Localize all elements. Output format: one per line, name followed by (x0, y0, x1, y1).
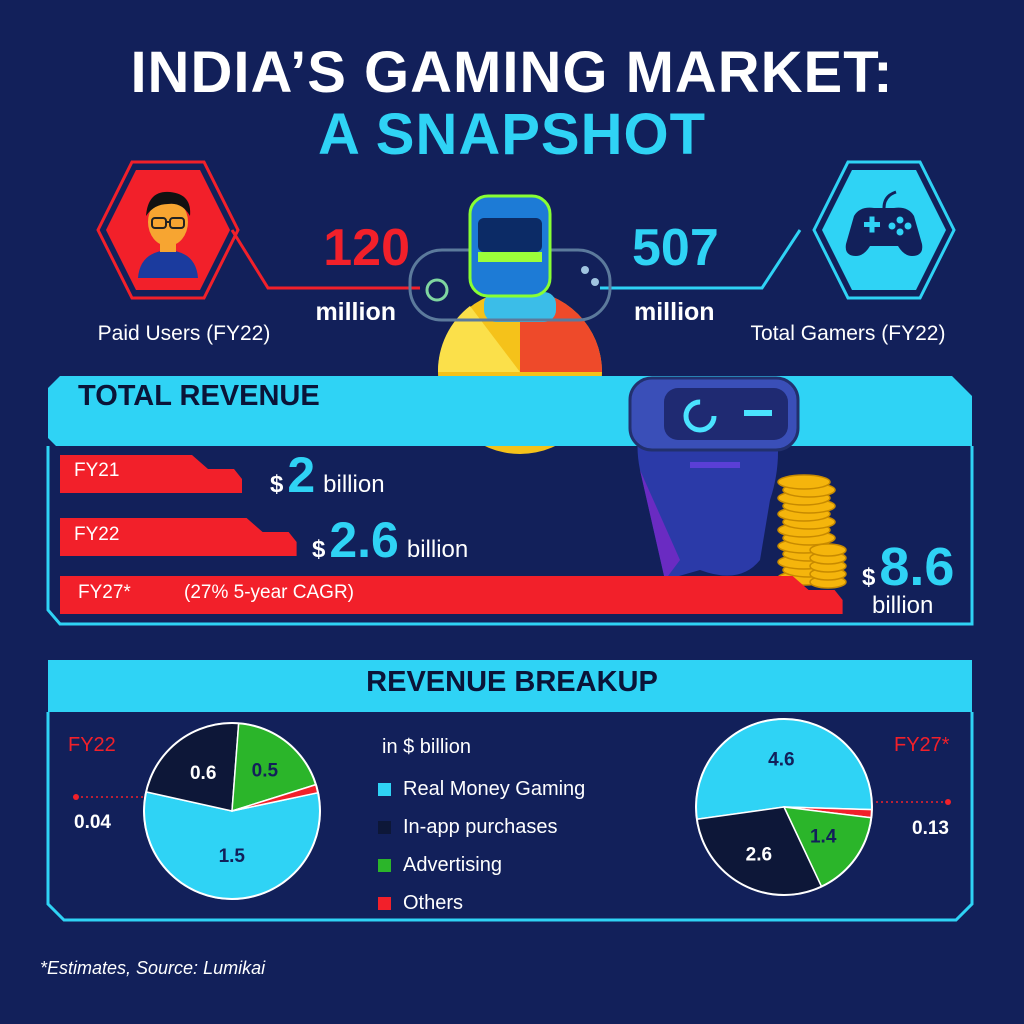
revenue-number: 2.6 (329, 512, 399, 568)
pie-label: 1.4 (810, 826, 837, 847)
pie-label: 0.5 (252, 761, 279, 782)
vr-figure (628, 376, 800, 580)
total-gamers-badge (812, 160, 956, 300)
legend-unit: in $ billion (382, 736, 471, 758)
revenue-bar-fy22 (60, 518, 297, 556)
bar-note-fy27: (27% 5-year CAGR) (184, 582, 354, 603)
footer-note: *Estimates, Source: Lumikai (40, 958, 266, 978)
revenue-breakup-header-bg (48, 660, 972, 712)
revenue-bar-fy27 (60, 576, 843, 614)
bar-label-fy21: FY21 (74, 460, 120, 481)
paid-users-caption: Paid Users (FY22) (97, 322, 271, 345)
revenue-breakup-frame (46, 712, 974, 922)
bar-label-fy22: FY22 (74, 524, 120, 545)
pie-fy22-others-value: 0.04 (74, 812, 111, 833)
legend-swatch (378, 896, 391, 910)
legend-label: Real Money Gaming (403, 777, 586, 800)
legend-label: In-app purchases (403, 815, 558, 838)
legend-label: Advertising (403, 853, 502, 876)
pie-label: 2.6 (746, 844, 772, 865)
legend-item-real-money: Real Money Gaming (378, 770, 585, 808)
revenue-breakup-title: REVENUE BREAKUP (366, 666, 658, 698)
paid-users-connector (230, 229, 420, 290)
legend-item-others: Others (378, 884, 585, 922)
legend-item-in-app: In-app purchases (378, 808, 585, 846)
pie-outline (143, 722, 321, 900)
revenue-value-fy27: $ 8.6 (862, 536, 954, 598)
paid-users-value: 120 (323, 219, 410, 277)
pie-label: 0.6 (190, 763, 216, 784)
pie-fy27-label: FY27* (894, 734, 950, 756)
legend-item-advertising: Advertising (378, 846, 585, 884)
revenue-value-fy21: $ 2 billion (270, 446, 385, 504)
total-gamers-unit: million (634, 298, 715, 326)
pie-outline (695, 718, 873, 896)
paid-users-unit: million (315, 298, 396, 326)
pie-label: 1.5 (219, 846, 246, 867)
coin (809, 543, 847, 557)
gamers-connector (600, 229, 802, 290)
pie-label: 4.6 (768, 750, 794, 771)
legend-swatch (378, 782, 391, 796)
revenue-value-fy22: $ 2.6 billion (312, 511, 468, 569)
pie-fy22-label: FY22 (68, 734, 116, 756)
currency-sign: $ (312, 536, 326, 563)
legend: Real Money Gaming In-app purchases Adver… (378, 770, 585, 922)
coin-stack (777, 474, 847, 589)
revenue-number: 2 (287, 447, 316, 503)
revenue-unit: billion (406, 536, 469, 563)
revenue-number: 8.6 (879, 537, 955, 597)
page-title-line2: A SNAPSHOT (317, 102, 707, 167)
pie-fy27-others-value: 0.13 (912, 818, 949, 839)
legend-swatch (378, 820, 391, 834)
revenue-bar-fy21 (60, 455, 242, 493)
coin (777, 474, 831, 490)
paid-users-badge (96, 160, 240, 300)
revenue-unit: billion (323, 471, 385, 498)
gamepad-icon (845, 190, 923, 256)
revenue-unit-fy27: billion (872, 592, 934, 619)
total-gamers-caption: Total Gamers (FY22) (750, 322, 946, 345)
total-revenue-title: TOTAL REVENUE (78, 380, 320, 412)
person-icon (138, 191, 198, 278)
bar-label-fy27: FY27* (78, 582, 131, 603)
legend-swatch (378, 858, 391, 872)
total-gamers-value: 507 (632, 219, 719, 277)
page-title-line1: INDIA’S GAMING MARKET: (130, 40, 894, 105)
total-revenue-frame (46, 446, 974, 626)
currency-sign: $ (862, 564, 876, 591)
currency-sign: $ (270, 471, 284, 498)
legend-label: Others (403, 891, 464, 914)
